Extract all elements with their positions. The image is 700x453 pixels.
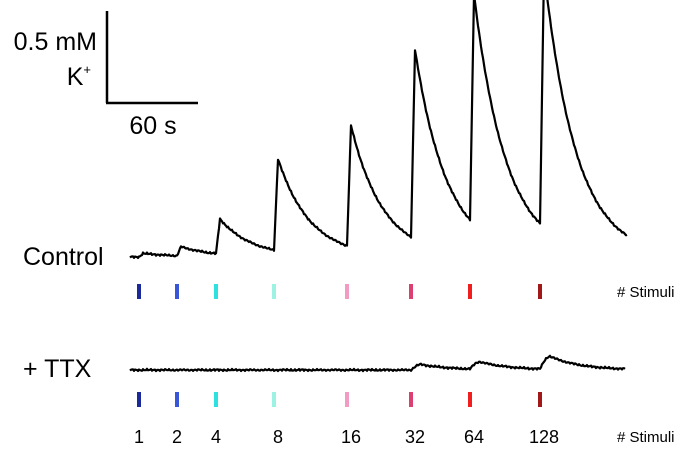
stimulus-marker-ttx-1: [137, 392, 141, 407]
stimulus-count-label-128: 128: [529, 427, 559, 447]
stimulus-count-label-8: 8: [273, 427, 283, 447]
stimulus-marker-control-2: [175, 284, 179, 299]
stimulus-marker-control-32: [409, 284, 413, 299]
scale-bar-x-label: 60 s: [129, 112, 176, 140]
stimulus-count-label-64: 64: [464, 427, 484, 447]
stimulus-marker-ttx-4: [214, 392, 218, 407]
scale-bar-y-unit: K+: [67, 62, 91, 91]
scale-bar-y-label: 0.5 mM: [14, 28, 97, 56]
stimulus-marker-ttx-8: [272, 392, 276, 407]
stimulus-marker-ttx-32: [409, 392, 413, 407]
control-trace: [129, 0, 628, 260]
stimulus-marker-control-128: [538, 284, 542, 299]
series-label-ttx: + TTX: [23, 355, 92, 383]
scale-bar: 0.5 mM K+ 60 s: [14, 11, 198, 140]
stimulus-marker-control-16: [345, 284, 349, 299]
stimulus-count-label-2: 2: [172, 427, 182, 447]
scale-bar-y-unit-base: K: [67, 63, 84, 91]
stimulus-markers-control: [137, 284, 542, 299]
stimulus-marker-ttx-128: [538, 392, 542, 407]
stimulus-count-label-16: 16: [341, 427, 361, 447]
stimulus-marker-control-8: [272, 284, 276, 299]
stimulus-count-label-32: 32: [405, 427, 425, 447]
stimulus-marker-control-4: [214, 284, 218, 299]
stimulus-marker-ttx-2: [175, 392, 179, 407]
stimulus-count-label-1: 1: [134, 427, 144, 447]
series-label-control: Control: [23, 243, 104, 271]
ttx-trace: [129, 354, 626, 373]
stimuli-axis-label-control: # Stimuli: [617, 284, 675, 301]
stimulus-count-labels: 1 2 4 8 16 32 64 128: [134, 427, 559, 447]
stimulus-markers-ttx: [137, 392, 542, 407]
stimulus-marker-ttx-64: [468, 392, 472, 407]
stimuli-axis-label-ttx: # Stimuli: [617, 429, 675, 446]
scale-bar-y-unit-sup: +: [83, 62, 91, 77]
stimulus-count-label-4: 4: [211, 427, 221, 447]
stimulus-marker-control-1: [137, 284, 141, 299]
stimulus-marker-control-64: [468, 284, 472, 299]
stimulus-marker-ttx-16: [345, 392, 349, 407]
